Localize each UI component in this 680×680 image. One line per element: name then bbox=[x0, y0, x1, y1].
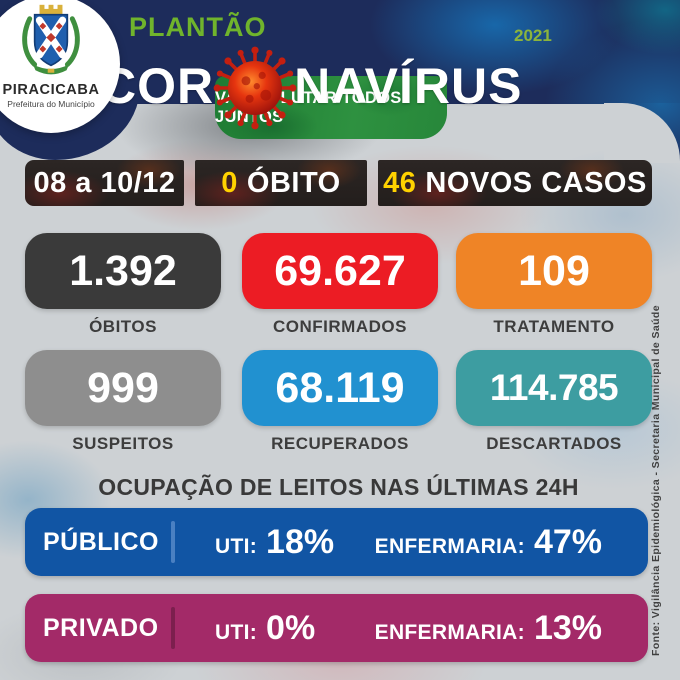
kicker-plantao: PLANTÃO bbox=[129, 12, 267, 42]
deaths-segment: 0 ÓBITO bbox=[195, 160, 367, 206]
stat-label-suspeitos: SUSPEITOS bbox=[72, 434, 174, 453]
stat-card-obitos: 1.392 bbox=[25, 233, 221, 309]
new-cases-label: NOVOS CASOS bbox=[425, 166, 647, 199]
stat-label-confirmados: CONFIRMADOS bbox=[273, 317, 407, 336]
new-cases-segment: 46 NOVOS CASOS bbox=[378, 160, 652, 206]
enfermaria-label: ENFERMARIA: bbox=[374, 534, 525, 558]
new-cases-value: 46 bbox=[383, 166, 417, 199]
stat-label-recuperados: RECUPERADOS bbox=[271, 434, 409, 453]
stat-card-tratamento: 109 bbox=[456, 233, 652, 309]
coat-of-arms-icon bbox=[18, 4, 84, 81]
city-logo: PIRACICABA Prefeitura do Município bbox=[0, 0, 120, 133]
title-part-2: NAVÍRUS bbox=[294, 58, 523, 114]
occupancy-row-privado: PRIVADO UTI: 0% ENFERMARIA: 13% bbox=[25, 594, 648, 662]
uti-label: UTI: bbox=[215, 534, 258, 558]
occupancy-sector-label: PRIVADO bbox=[43, 613, 159, 642]
logo-city-name: PIRACICABA bbox=[2, 82, 100, 98]
enfermaria-value: 13% bbox=[533, 608, 602, 647]
period-value: 08 a 10/12 bbox=[33, 166, 176, 199]
occupancy-row-publico: PÚBLICO UTI: 18% ENFERMARIA: 47% bbox=[25, 508, 648, 576]
stat-card-recuperados: 68.119 bbox=[242, 350, 438, 426]
occupancy-heading: OCUPAÇÃO DE LEITOS NAS ÚLTIMAS 24H bbox=[98, 474, 579, 500]
uti-value: 18% bbox=[266, 522, 335, 561]
stat-card-confirmados: 69.627 bbox=[242, 233, 438, 309]
enfermaria-value: 47% bbox=[533, 522, 602, 561]
uti-stat: UTI: 0% bbox=[215, 609, 315, 648]
source-credit: Fonte: Vigilância Epidemiológica - Secre… bbox=[650, 305, 662, 657]
uti-stat: UTI: 18% bbox=[215, 523, 334, 562]
coronavirus-icon bbox=[210, 43, 300, 133]
page-title: COR bbox=[100, 39, 522, 133]
enfermaria-stat: ENFERMARIA: 47% bbox=[375, 523, 602, 562]
uti-value: 0% bbox=[266, 608, 316, 647]
stat-label-obitos: ÓBITOS bbox=[89, 317, 157, 336]
divider bbox=[171, 607, 175, 649]
occupancy-sector-label: PÚBLICO bbox=[43, 527, 159, 556]
year-tag: 2021 bbox=[514, 26, 552, 45]
period-segment: 08 a 10/12 bbox=[25, 160, 184, 206]
stat-card-suspeitos: 999 bbox=[25, 350, 221, 426]
stat-card-descartados: 114.785 bbox=[456, 350, 652, 426]
stat-label-tratamento: TRATAMENTO bbox=[493, 317, 615, 336]
enfermaria-stat: ENFERMARIA: 13% bbox=[375, 609, 602, 648]
enfermaria-label: ENFERMARIA: bbox=[374, 620, 525, 644]
divider bbox=[171, 521, 175, 563]
logo-subtitle: Prefeitura do Município bbox=[7, 99, 95, 109]
uti-label: UTI: bbox=[215, 620, 258, 644]
deaths-value: 0 bbox=[221, 166, 238, 199]
deaths-label: ÓBITO bbox=[246, 166, 341, 199]
stat-label-descartados: DESCARTADOS bbox=[486, 434, 622, 453]
